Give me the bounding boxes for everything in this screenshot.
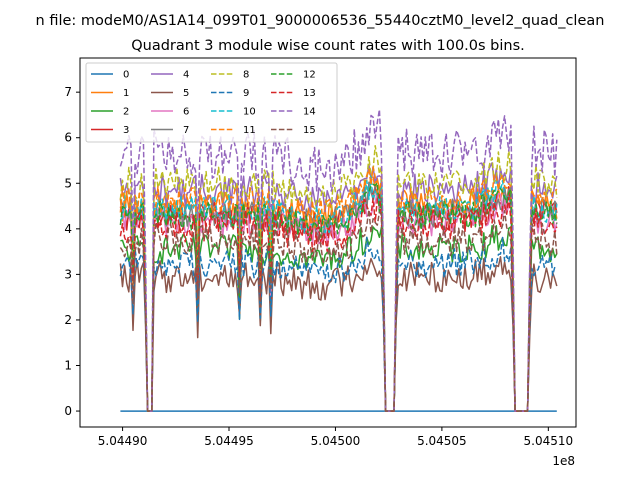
legend-label-0: 0	[123, 70, 129, 81]
chart-title: Quadrant 3 module wise count rates with …	[131, 38, 525, 54]
y-tick-label: 4	[64, 222, 72, 236]
legend-label-6: 6	[183, 107, 189, 118]
y-tick-label: 5	[64, 176, 72, 190]
x-offset-label: 1e8	[552, 454, 575, 468]
legend-frame	[85, 62, 338, 143]
x-tick-label: 5.04505	[417, 434, 467, 448]
legend-label-12: 12	[303, 70, 316, 81]
legend-label-10: 10	[243, 107, 256, 118]
y-tick-label: 0	[64, 404, 72, 418]
figure-suptitle: n file: modeM0/AS1A14_099T01_9000006536_…	[36, 13, 605, 29]
legend-label-5: 5	[183, 88, 189, 99]
legend-label-11: 11	[243, 125, 256, 136]
legend-label-2: 2	[123, 107, 129, 118]
x-axis: 5.04490 5.04495 5.04500 5.04505 5.04510	[98, 427, 573, 448]
y-tick-label: 3	[64, 267, 72, 281]
legend-label-13: 13	[303, 88, 316, 99]
series-line-12	[119, 182, 558, 412]
legend-label-14: 14	[303, 107, 316, 118]
legend-label-15: 15	[303, 125, 316, 136]
series-lines	[119, 108, 558, 412]
x-tick-label: 5.04495	[204, 434, 254, 448]
y-tick-label: 1	[64, 359, 72, 373]
series-line-11	[119, 166, 558, 412]
x-tick-label: 5.04510	[524, 434, 574, 448]
legend-label-7: 7	[183, 125, 189, 136]
series-line-9	[119, 236, 557, 412]
y-tick-label: 6	[64, 131, 72, 145]
series-line-14	[119, 108, 558, 412]
series-line-15	[119, 208, 558, 412]
legend-label-4: 4	[183, 70, 189, 81]
series-line-13	[119, 193, 558, 412]
legend-label-1: 1	[123, 88, 129, 99]
y-axis: 0 1 2 3 4 5 6 7	[64, 85, 80, 418]
x-tick-label: 5.04500	[311, 434, 361, 448]
legend-label-9: 9	[243, 88, 249, 99]
series-line-10	[119, 175, 558, 412]
y-tick-label: 2	[64, 313, 72, 327]
legend-label-3: 3	[123, 125, 129, 136]
x-tick-label: 5.04490	[98, 434, 148, 448]
y-tick-label: 7	[64, 85, 72, 99]
series-line-5	[119, 256, 558, 412]
plot-frame	[79, 57, 577, 428]
legend-label-8: 8	[243, 70, 249, 81]
series-line-8	[119, 144, 558, 412]
